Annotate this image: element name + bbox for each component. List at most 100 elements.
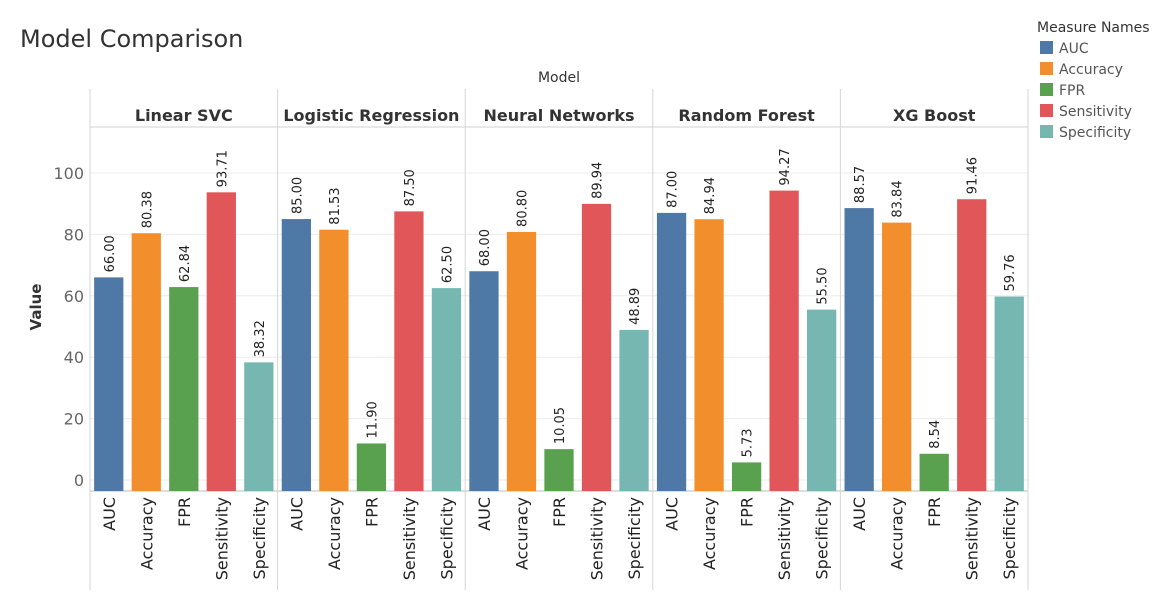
legend-title: Measure Names bbox=[1037, 20, 1150, 36]
data-label: 81.53 bbox=[328, 187, 343, 224]
legend-swatch bbox=[1040, 41, 1053, 54]
y-ticks: 0 20 40 60 80 100 bbox=[53, 164, 84, 490]
model-header: Linear SVC bbox=[135, 106, 233, 125]
data-label: 8.54 bbox=[928, 420, 943, 449]
bar bbox=[356, 443, 387, 491]
data-label: 55.50 bbox=[816, 267, 831, 304]
category-label: AUC bbox=[850, 497, 869, 531]
category-label: FPR bbox=[738, 497, 757, 527]
y-tick-label: 80 bbox=[64, 225, 84, 244]
category-label: AUC bbox=[475, 497, 494, 531]
legend-swatch bbox=[1040, 125, 1053, 138]
y-tick-label: 100 bbox=[53, 164, 84, 183]
bar bbox=[919, 453, 949, 491]
y-axis-title: Value bbox=[27, 284, 45, 331]
legend-label: AUC bbox=[1059, 41, 1089, 57]
data-label: 80.80 bbox=[515, 190, 530, 227]
panels: Linear SVC Logistic Regression Neural Netw… bbox=[89, 89, 1029, 590]
y-tick-label: 60 bbox=[64, 287, 84, 306]
bar bbox=[131, 233, 161, 491]
data-labels: 66.00 AUC 80.38 Accuracy 62.84 FPR 93.71 Sensit… bbox=[100, 148, 1019, 580]
data-label: 87.00 bbox=[666, 171, 681, 208]
bar bbox=[731, 462, 762, 491]
legend-swatch bbox=[1040, 83, 1053, 96]
data-label: 89.94 bbox=[591, 162, 606, 199]
legend-label: FPR bbox=[1059, 83, 1085, 99]
category-label: Accuracy bbox=[700, 497, 719, 570]
category-label: FPR bbox=[362, 497, 381, 527]
legend-label: Specificity bbox=[1059, 125, 1131, 141]
bar bbox=[844, 208, 874, 492]
data-label: 5.73 bbox=[741, 428, 756, 457]
column-header: Model bbox=[538, 70, 580, 86]
category-label: Specificity bbox=[813, 497, 832, 579]
model-header: Neural Networks bbox=[483, 106, 634, 125]
category-label: FPR bbox=[550, 497, 569, 527]
bar bbox=[544, 449, 574, 491]
legend-swatch bbox=[1040, 62, 1053, 75]
bar bbox=[394, 211, 424, 491]
data-label: 91.46 bbox=[966, 157, 981, 194]
category-label: Sensitivity bbox=[775, 497, 794, 580]
data-label: 59.76 bbox=[1003, 254, 1018, 291]
bar bbox=[281, 219, 311, 492]
bar bbox=[506, 231, 537, 491]
category-label: Sensitivity bbox=[212, 497, 231, 580]
bar bbox=[994, 296, 1024, 491]
data-label: 48.89 bbox=[628, 288, 643, 325]
data-label: 66.00 bbox=[103, 235, 118, 272]
bar bbox=[244, 362, 274, 491]
category-label: Specificity bbox=[437, 497, 456, 579]
category-label: Specificity bbox=[250, 497, 269, 579]
bar bbox=[206, 192, 236, 491]
legend: AUC Accuracy FPR Sensitivity Specificity bbox=[1040, 41, 1132, 141]
category-label: Accuracy bbox=[137, 497, 156, 570]
category-label: Specificity bbox=[1000, 497, 1019, 579]
category-label: AUC bbox=[100, 497, 119, 531]
data-label: 80.38 bbox=[140, 191, 155, 228]
category-label: Accuracy bbox=[888, 497, 907, 570]
data-label: 85.00 bbox=[290, 177, 305, 214]
bar bbox=[882, 222, 912, 491]
category-label: Accuracy bbox=[512, 497, 531, 570]
bar bbox=[319, 229, 349, 492]
data-label: 68.00 bbox=[478, 229, 493, 266]
data-label: 94.27 bbox=[778, 148, 793, 185]
category-label: AUC bbox=[287, 497, 306, 531]
category-label: Accuracy bbox=[325, 497, 344, 570]
data-label: 83.84 bbox=[891, 180, 906, 217]
bar bbox=[694, 219, 724, 492]
chart-title: Model Comparison bbox=[20, 25, 243, 53]
bar bbox=[807, 309, 837, 491]
bar bbox=[957, 199, 987, 491]
model-header: Logistic Regression bbox=[283, 106, 459, 125]
bar bbox=[431, 288, 462, 491]
category-label: Sensitivity bbox=[588, 497, 607, 580]
model-header: Random Forest bbox=[678, 106, 815, 125]
data-label: 84.94 bbox=[703, 177, 718, 214]
model-header: XG Boost bbox=[893, 106, 976, 125]
bars bbox=[94, 190, 1024, 492]
category-label: FPR bbox=[925, 497, 944, 527]
data-label: 38.32 bbox=[253, 320, 268, 357]
legend-swatch bbox=[1040, 104, 1053, 117]
bar bbox=[94, 277, 124, 491]
data-label: 88.57 bbox=[853, 166, 868, 203]
category-label: Specificity bbox=[625, 497, 644, 579]
bar bbox=[656, 212, 687, 491]
data-label: 93.71 bbox=[215, 150, 230, 187]
bar bbox=[619, 329, 649, 491]
category-label: AUC bbox=[663, 497, 682, 531]
data-label: 62.84 bbox=[178, 245, 193, 282]
y-tick-label: 0 bbox=[74, 471, 84, 490]
category-label: Sensitivity bbox=[963, 497, 982, 580]
legend-label: Sensitivity bbox=[1059, 104, 1132, 120]
bar bbox=[769, 190, 799, 491]
category-label: Sensitivity bbox=[400, 497, 419, 580]
data-label: 62.50 bbox=[440, 246, 455, 283]
bar bbox=[169, 287, 199, 491]
data-label: 87.50 bbox=[403, 169, 418, 206]
y-tick-label: 20 bbox=[64, 410, 84, 429]
